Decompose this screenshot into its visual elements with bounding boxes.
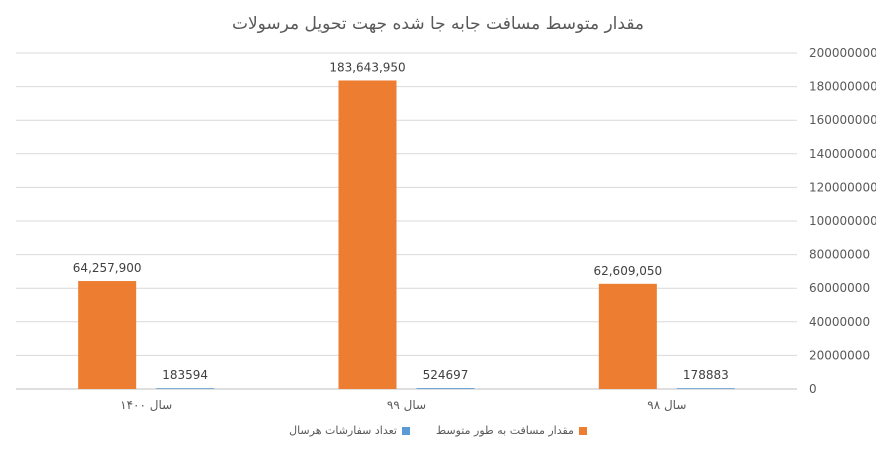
y-tick-label: 0 [809,382,817,396]
bar [78,281,137,389]
data-label: 64,257,900 [73,261,142,275]
bar [676,388,735,389]
y-tick-label: 40000000 [809,315,870,329]
y-tick-label: 20000000 [809,348,870,362]
y-tick-label: 200000000 [809,46,876,60]
x-category-label: سال ۱۴۰۰ [120,398,172,412]
legend-item: مقدار مسافت به طور متوسط [436,424,587,437]
y-tick-label: 140000000 [809,147,876,161]
legend-item: تعداد سفارشات هرسال [289,424,410,437]
data-label: 178883 [683,368,729,382]
bar [416,388,475,389]
bar [156,388,215,389]
legend: مقدار مسافت به طور متوسط تعداد سفارشات هر… [0,424,876,437]
data-label: 62,609,050 [593,264,662,278]
y-tick-label: 180000000 [809,80,876,94]
y-tick-label: 120000000 [809,180,876,194]
y-tick-label: 100000000 [809,214,876,228]
gridlines [16,52,797,390]
bar [598,283,657,389]
legend-label: مقدار مسافت به طور متوسط [435,424,574,437]
data-label: 183594 [162,368,208,382]
x-category-label: سال ۹۹ [387,398,426,412]
x-axis: سال ۱۴۰۰ سال ۹۹ سال ۹۸ [120,398,686,412]
y-tick-label: 80000000 [809,248,870,262]
y-axis: 0 20000000 40000000 60000000 80000000 1000000… [809,46,876,396]
bar [338,80,397,390]
y-tick-label: 60000000 [809,281,870,295]
y-tick-label: 160000000 [809,113,876,127]
data-label: 524697 [423,368,469,382]
legend-label: تعداد سفارشات هرسال [289,424,397,437]
legend-swatch [578,426,587,435]
x-category-label: سال ۹۸ [647,398,686,412]
chart-title: مقدار متوسط مسافت جابه جا شده جهت تحویل … [231,14,645,34]
bars: 64,257,900 183594 183,643,950 524697 62,609,… [73,60,735,390]
legend-swatch [401,426,410,435]
data-label: 183,643,950 [329,60,405,74]
